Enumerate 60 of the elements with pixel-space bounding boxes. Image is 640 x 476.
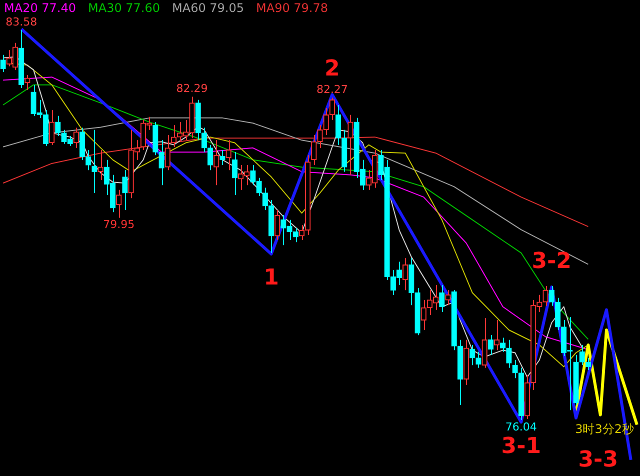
candlestick xyxy=(506,339,512,368)
candlestick xyxy=(195,99,201,141)
candlestick xyxy=(214,140,220,186)
candlestick xyxy=(451,290,457,351)
annotation: 3-2 xyxy=(532,248,572,274)
annotation: 3-1 xyxy=(501,434,542,459)
candlestick xyxy=(348,114,354,176)
candlestick xyxy=(402,258,408,291)
candlestick xyxy=(585,357,592,370)
text: MA60 79.05 xyxy=(172,1,244,16)
text: MA20 77.40 xyxy=(4,1,76,16)
candlestick xyxy=(55,115,61,137)
candlestick xyxy=(445,290,451,306)
text: 3-3 xyxy=(578,448,618,473)
text: MA90 79.78 xyxy=(256,1,328,16)
candlestick xyxy=(0,54,6,72)
candlestick xyxy=(494,320,500,351)
candlestick xyxy=(554,297,561,330)
candlestick xyxy=(170,124,177,148)
candlestick xyxy=(92,129,98,194)
candlestick xyxy=(152,122,158,156)
candlestick xyxy=(573,354,579,406)
candlestick xyxy=(579,344,585,366)
annotation: 82.27 xyxy=(316,83,348,96)
candlestick xyxy=(122,170,128,210)
candlestick xyxy=(98,150,104,180)
candlestick xyxy=(158,140,164,186)
candlestick xyxy=(18,30,24,88)
annotation: 76.04 xyxy=(505,420,537,434)
candlestick xyxy=(518,367,524,420)
candlestick xyxy=(476,351,482,368)
candlestick xyxy=(24,74,30,90)
candlestick xyxy=(207,144,214,171)
candlestick xyxy=(512,360,518,379)
text: MA30 77.60 xyxy=(88,1,160,16)
candlestick xyxy=(201,127,208,153)
candlestick xyxy=(220,150,226,166)
candlestick xyxy=(335,104,342,146)
annotation: 82.29 xyxy=(176,82,208,96)
candlestick xyxy=(226,140,232,171)
candlestick xyxy=(342,129,348,172)
annotation: 83.58 xyxy=(6,15,38,28)
candlestick xyxy=(470,344,476,366)
candlestick xyxy=(232,152,238,196)
candlestick xyxy=(164,134,170,171)
candlestick xyxy=(500,337,506,352)
candlestick xyxy=(457,339,464,406)
annotation: 2 xyxy=(324,56,340,82)
candlestick xyxy=(116,189,122,218)
candlestick xyxy=(73,127,80,148)
candlestick xyxy=(439,284,445,312)
candlestick xyxy=(542,286,548,306)
annotation: 1 xyxy=(264,266,279,291)
candlestick xyxy=(488,334,494,356)
candlestick xyxy=(463,339,470,386)
annotation: 79.95 xyxy=(103,218,135,232)
candlestick xyxy=(482,318,488,368)
candlestick xyxy=(548,286,554,306)
candlestick xyxy=(48,110,55,146)
candlestick xyxy=(274,210,280,240)
